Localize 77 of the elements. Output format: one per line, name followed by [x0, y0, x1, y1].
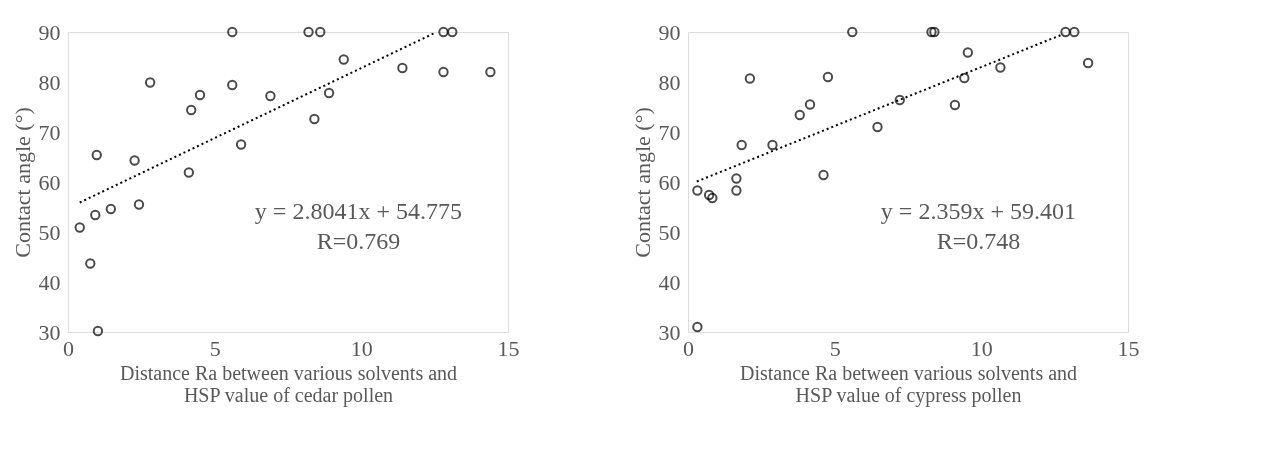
point: [194, 89, 206, 101]
point: [1060, 26, 1071, 38]
point: [105, 203, 117, 215]
y-tick-label: 60: [38, 169, 61, 195]
point: [847, 26, 858, 38]
y-tick-label: 90: [658, 19, 681, 45]
y-tick-label: 70: [658, 119, 681, 145]
x-tick-label: 15: [1117, 335, 1140, 361]
point: [703, 189, 715, 201]
y-tick-label: 40: [38, 269, 61, 295]
point: [438, 26, 449, 38]
point: [265, 90, 276, 102]
y-tick-label: 80: [658, 69, 681, 95]
point: [74, 222, 85, 233]
point: [485, 66, 496, 78]
point: [949, 99, 961, 111]
point: [736, 139, 747, 151]
y-tick-label: 60: [658, 169, 681, 195]
y-tick-label: 90: [38, 19, 61, 45]
point: [438, 66, 449, 78]
point: [309, 113, 320, 125]
point: [804, 99, 816, 110]
point: [894, 94, 905, 106]
point: [731, 185, 742, 196]
x-axis-title: Distance Ra between various solvents and HSP value of cedar pollen: [119, 361, 458, 407]
point: [235, 139, 247, 150]
y-tick-label: 50: [658, 219, 681, 245]
y-axis-title: Contact angle (°): [9, 107, 35, 258]
y-tick-label: 70: [38, 119, 61, 145]
point: [227, 26, 238, 38]
point: [767, 139, 778, 151]
x-tick-label: 10: [350, 335, 373, 361]
point: [183, 167, 195, 178]
point: [794, 109, 805, 121]
annotation: y = 2.8041x + 54.775 R=0.769: [254, 198, 462, 254]
point: [186, 104, 197, 116]
x-tick-label: 0: [683, 335, 694, 361]
point: [818, 169, 829, 181]
point: [731, 173, 742, 184]
y-tick-label: 40: [658, 269, 681, 295]
point: [692, 321, 703, 333]
point: [133, 199, 145, 210]
y-tick-label: 80: [38, 69, 61, 95]
x-tick-label: 10: [970, 335, 993, 361]
point: [397, 62, 408, 74]
point: [85, 258, 96, 269]
point: [338, 54, 349, 65]
point: [303, 26, 314, 38]
y-tick-label: 30: [658, 319, 681, 345]
x-tick-label: 15: [497, 335, 520, 361]
point: [744, 73, 756, 84]
point: [227, 79, 238, 91]
y-tick-label: 50: [38, 219, 61, 245]
point: [323, 87, 335, 99]
point: [692, 185, 703, 196]
point: [315, 26, 326, 38]
x-tick-label: 5: [829, 335, 841, 361]
point: [129, 155, 140, 166]
y-axis-title: Contact angle (°): [629, 107, 655, 258]
point: [995, 62, 1006, 73]
point: [822, 71, 834, 83]
point: [447, 26, 458, 38]
annotation: y = 2.359x + 59.401 R=0.748: [880, 198, 1076, 254]
point: [1082, 57, 1094, 69]
point: [90, 209, 101, 221]
point: [1069, 26, 1080, 38]
point: [92, 325, 104, 337]
point: [91, 149, 102, 161]
point: [872, 121, 883, 133]
x-axis-title: Distance Ra between various solvents and HSP value of cypress pollen: [739, 361, 1078, 407]
point: [707, 192, 718, 204]
point: [959, 72, 970, 84]
x-tick-label: 5: [209, 335, 221, 361]
x-tick-label: 0: [63, 335, 74, 361]
y-tick-label: 30: [38, 319, 61, 345]
point: [144, 77, 156, 88]
point: [962, 47, 974, 58]
